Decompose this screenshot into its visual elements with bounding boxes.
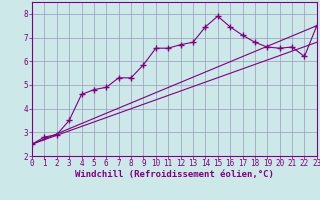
X-axis label: Windchill (Refroidissement éolien,°C): Windchill (Refroidissement éolien,°C)	[75, 170, 274, 179]
